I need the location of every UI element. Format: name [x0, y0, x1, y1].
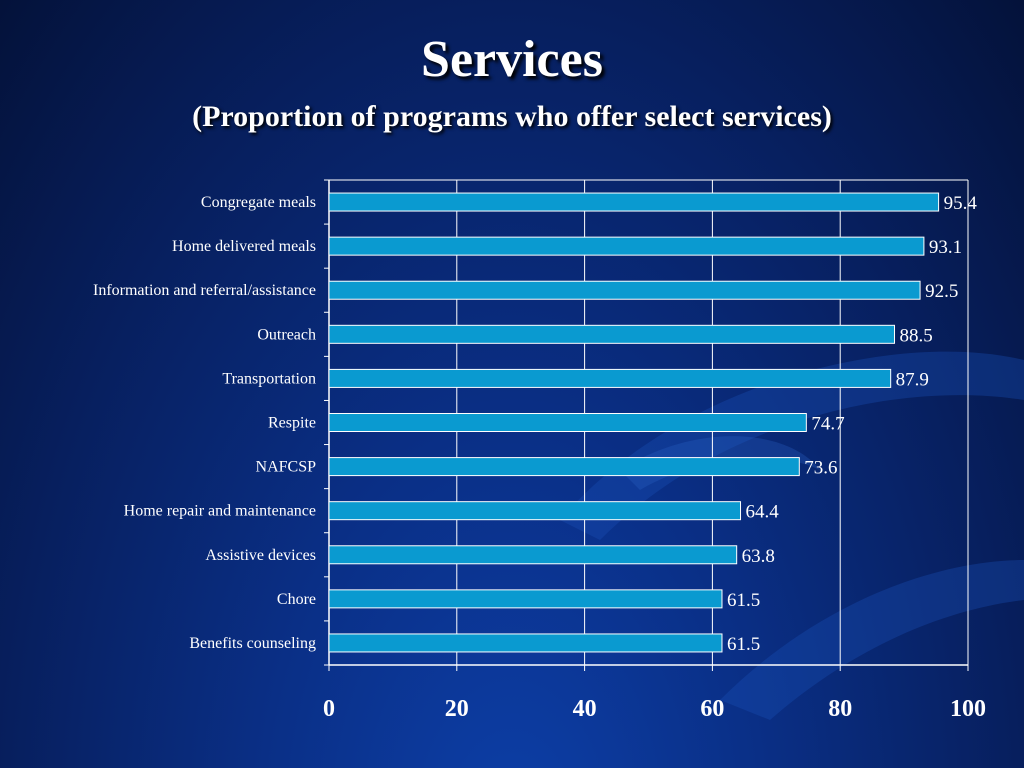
category-label: Assistive devices — [205, 547, 316, 564]
data-label: 88.5 — [900, 325, 933, 346]
category-label: Respite — [268, 415, 316, 432]
bar — [328, 545, 738, 565]
bar — [328, 280, 921, 300]
slide-title: Services — [421, 31, 603, 88]
data-label: 93.1 — [929, 237, 962, 258]
bar — [328, 192, 940, 212]
category-label: Benefits counseling — [189, 635, 316, 652]
data-label: 95.4 — [944, 193, 978, 214]
bar — [328, 236, 925, 256]
category-label: Outreach — [257, 326, 316, 343]
slide-subtitle: (Proportion of programs who offer select… — [192, 100, 832, 133]
x-tick-label: 20 — [445, 696, 469, 722]
data-label: 74.7 — [811, 414, 844, 435]
x-tick-label: 80 — [828, 696, 852, 722]
x-tick-label: 60 — [700, 696, 724, 722]
data-label: 64.4 — [746, 502, 780, 523]
data-label: 92.5 — [925, 281, 958, 302]
data-label: 61.5 — [727, 634, 760, 655]
data-label: 87.9 — [896, 369, 929, 390]
data-label: 73.6 — [804, 458, 837, 479]
bar — [328, 633, 723, 653]
category-label: Home repair and maintenance — [124, 503, 316, 520]
category-label: Transportation — [222, 370, 316, 387]
x-tick-label: 0 — [323, 696, 335, 722]
bar — [328, 501, 742, 521]
x-tick-label: 100 — [950, 696, 986, 722]
bar — [328, 368, 892, 388]
category-label: NAFCSP — [256, 459, 317, 476]
data-label: 63.8 — [742, 546, 775, 567]
category-label: Home delivered meals — [172, 238, 316, 255]
bar — [328, 589, 723, 609]
data-label: 61.5 — [727, 590, 760, 611]
category-label: Information and referral/assistance — [93, 282, 316, 299]
x-tick-label: 40 — [573, 696, 597, 722]
category-label: Chore — [277, 591, 316, 608]
bar — [328, 457, 800, 477]
bar — [328, 324, 896, 344]
bar — [328, 413, 807, 432]
category-label: Congregate meals — [201, 194, 316, 211]
